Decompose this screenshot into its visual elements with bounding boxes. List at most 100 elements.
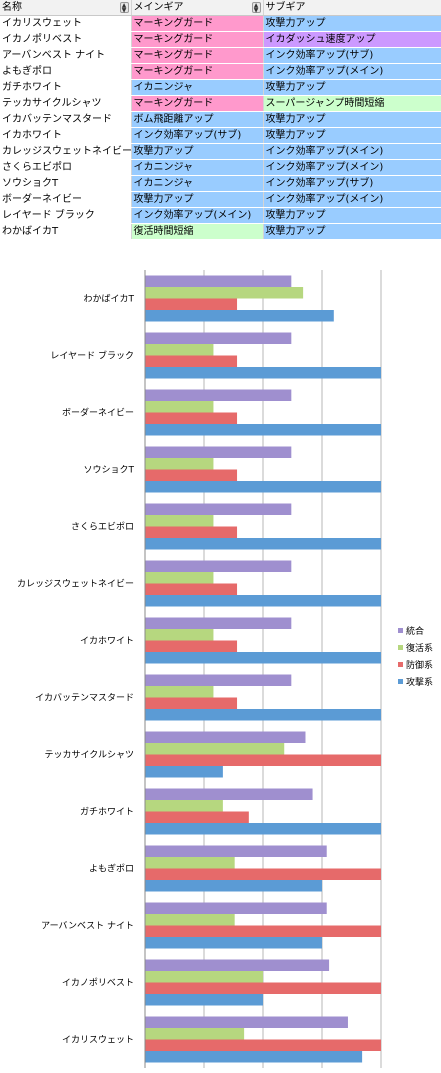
cell-main-gear[interactable]: マーキングガード xyxy=(131,31,264,48)
cell-sub-gear[interactable]: 攻撃力アップ xyxy=(263,15,441,32)
category-label: イカホワイト xyxy=(80,636,134,647)
cell-sub-gear[interactable]: 攻撃力アップ xyxy=(263,207,441,224)
cell-main-gear[interactable]: イカニンジャ xyxy=(131,79,264,96)
cell-name[interactable]: カレッジスウェットネイビー xyxy=(0,143,132,160)
bar xyxy=(145,697,238,709)
bar xyxy=(145,458,214,470)
bar xyxy=(145,743,285,755)
bar xyxy=(145,572,214,584)
bar xyxy=(145,1039,381,1051)
bar xyxy=(145,640,238,652)
table-row: ソウショクT イカニンジャ インク効率アップ(サブ) xyxy=(0,175,441,192)
table-row: よもぎポロ マーキングガード インク効率アップ(メイン) xyxy=(0,63,441,80)
cell-main-gear[interactable]: マーキングガード xyxy=(131,15,264,32)
header-name-label: 名称 xyxy=(2,2,22,13)
cell-name[interactable]: よもぎポロ xyxy=(0,63,132,80)
cell-sub-gear[interactable]: スーパージャンプ時間短縮 xyxy=(263,95,441,112)
cell-name[interactable]: わかばイカT xyxy=(0,223,132,240)
cell-name[interactable]: アーバンベスト ナイト xyxy=(0,47,132,64)
category-label: よもぎポロ xyxy=(89,863,134,875)
bar xyxy=(145,823,381,835)
cell-sub-gear[interactable]: 攻撃力アップ xyxy=(263,79,441,96)
bar xyxy=(145,515,214,527)
bar xyxy=(145,412,238,424)
cell-main-gear[interactable]: インク効率アップ(メイン) xyxy=(131,207,264,224)
bar xyxy=(145,332,292,344)
cell-sub-gear[interactable]: インク効率アップ(メイン) xyxy=(263,63,441,80)
cell-sub-gear[interactable]: インク効率アップ(メイン) xyxy=(263,191,441,208)
cell-name[interactable]: イカホワイト xyxy=(0,127,132,144)
cell-main-gear[interactable]: マーキングガード xyxy=(131,47,264,64)
cell-sub-gear[interactable]: インク効率アップ(メイン) xyxy=(263,143,441,160)
table-row: アーバンベスト ナイト マーキングガード インク効率アップ(サブ) xyxy=(0,47,441,64)
bar xyxy=(145,868,381,880)
cell-main-gear[interactable]: 復活時間短縮 xyxy=(131,223,264,240)
cell-name[interactable]: イカノポリベスト xyxy=(0,31,132,48)
filter-dropdown-icon[interactable]: ▲ ▼ xyxy=(251,2,261,14)
bar xyxy=(145,595,381,607)
header-sub-gear[interactable]: サブギア xyxy=(263,0,441,16)
cell-sub-gear[interactable]: インク効率アップ(サブ) xyxy=(263,175,441,192)
table-row: レイヤード ブラック インク効率アップ(メイン) 攻撃力アップ xyxy=(0,207,441,224)
cell-main-gear[interactable]: インク効率アップ(サブ) xyxy=(131,127,264,144)
cell-main-gear[interactable]: ボム飛距離アップ xyxy=(131,111,264,128)
legend-label: 攻撃系 xyxy=(406,676,433,688)
cell-name[interactable]: ボーダーネイビー xyxy=(0,191,132,208)
cell-main-gear[interactable]: イカニンジャ xyxy=(131,175,264,192)
bar xyxy=(145,971,263,983)
table-row: ボーダーネイビー 攻撃力アップ インク効率アップ(メイン) xyxy=(0,191,441,208)
legend-label: 復活系 xyxy=(406,642,433,654)
header-main-gear[interactable]: メインギア ▲ ▼ xyxy=(131,0,264,16)
cell-name[interactable]: イカバッテンマスタード xyxy=(0,111,132,128)
bar xyxy=(145,469,238,481)
header-main-gear-label: メインギア xyxy=(133,2,184,13)
table-row: カレッジスウェットネイビー 攻撃力アップ インク効率アップ(メイン) xyxy=(0,143,441,160)
bar xyxy=(145,1051,363,1063)
gear-table: 名称 ▲ ▼ メインギア ▲ ▼ サブギア イカリスウェット マーキングガード 攻撃力ア… xyxy=(0,0,441,240)
cell-main-gear[interactable]: マーキングガード xyxy=(131,95,264,112)
header-name[interactable]: 名称 ▲ ▼ xyxy=(0,0,132,16)
cell-main-gear[interactable]: 攻撃力アップ xyxy=(131,143,264,160)
category-label: わかばイカT xyxy=(84,294,135,305)
legend-swatch xyxy=(398,645,403,650)
cell-main-gear[interactable]: イカニンジャ xyxy=(131,159,264,176)
legend-label: 統合 xyxy=(406,625,424,637)
cell-sub-gear[interactable]: 攻撃力アップ xyxy=(263,127,441,144)
cell-name[interactable]: ソウショクT xyxy=(0,175,132,192)
bar xyxy=(145,617,292,629)
cell-main-gear[interactable]: 攻撃力アップ xyxy=(131,191,264,208)
cell-sub-gear[interactable]: インク効率アップ(メイン) xyxy=(263,159,441,176)
bar xyxy=(145,583,238,595)
bar xyxy=(145,811,249,823)
bar xyxy=(145,344,214,356)
legend-swatch xyxy=(398,662,403,667)
cell-name[interactable]: ガチホワイト xyxy=(0,79,132,96)
table-row: わかばイカT 復活時間短縮 攻撃力アップ xyxy=(0,223,441,240)
cell-sub-gear[interactable]: 攻撃力アップ xyxy=(263,111,441,128)
cell-name[interactable]: テッカサイクルシャツ xyxy=(0,95,132,112)
table-row: イカバッテンマスタード ボム飛距離アップ 攻撃力アップ xyxy=(0,111,441,128)
cell-name[interactable]: さくらエビポロ xyxy=(0,159,132,176)
bar xyxy=(145,560,292,572)
bar xyxy=(145,880,322,892)
bar xyxy=(145,481,381,493)
legend-swatch xyxy=(398,628,403,633)
table-row: ガチホワイト イカニンジャ 攻撃力アップ xyxy=(0,79,441,96)
bar xyxy=(145,389,292,401)
bar xyxy=(145,367,381,379)
bar xyxy=(145,925,381,937)
cell-sub-gear[interactable]: 攻撃力アップ xyxy=(263,223,441,240)
filter-dropdown-icon[interactable]: ▲ ▼ xyxy=(119,2,129,14)
cell-main-gear[interactable]: マーキングガード xyxy=(131,63,264,80)
bar xyxy=(145,959,330,971)
cell-name[interactable]: レイヤード ブラック xyxy=(0,207,132,224)
bar xyxy=(145,845,327,857)
bar xyxy=(145,686,214,698)
cell-sub-gear[interactable]: インク効率アップ(サブ) xyxy=(263,47,441,64)
cell-name[interactable]: イカリスウェット xyxy=(0,15,132,32)
category-label: ソウショクT xyxy=(84,465,135,476)
cell-sub-gear[interactable]: イカダッシュ速度アップ xyxy=(263,31,441,48)
table-header-row: 名称 ▲ ▼ メインギア ▲ ▼ サブギア xyxy=(0,0,441,16)
category-label: レイヤード ブラック xyxy=(50,350,134,362)
